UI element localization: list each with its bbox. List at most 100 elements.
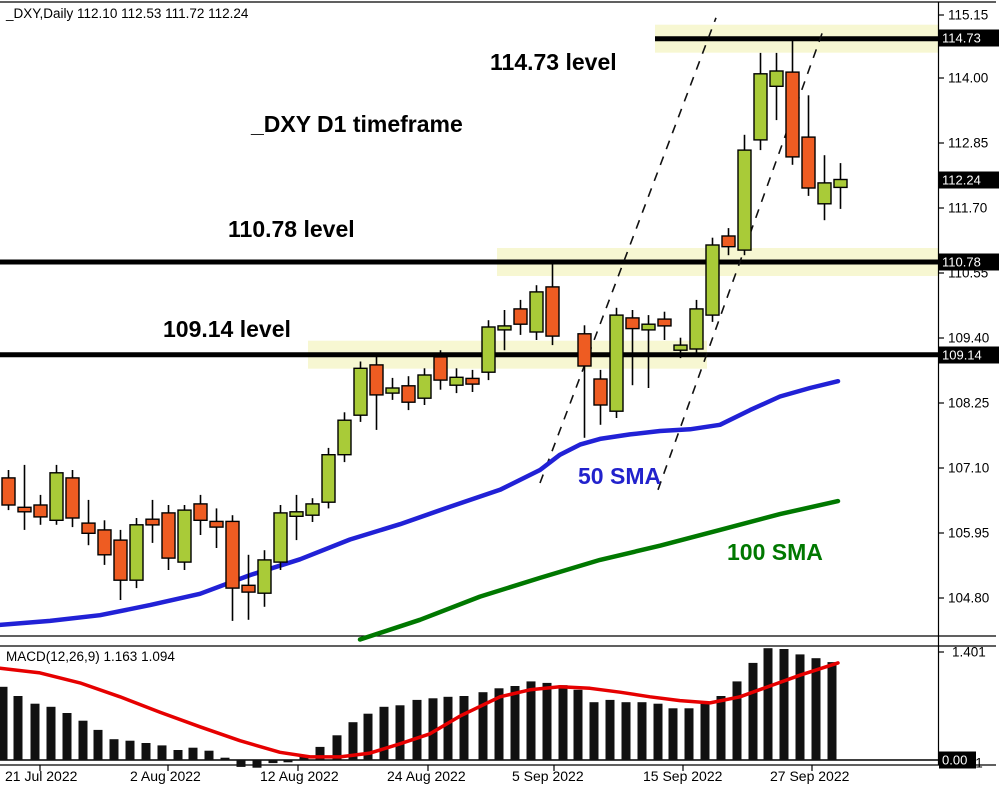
macd-histogram-bar: [811, 658, 821, 760]
macd-histogram-bar: [589, 702, 599, 760]
macd-histogram-bar: [0, 686, 8, 760]
date-axis-label: 12 Aug 2022: [260, 768, 339, 784]
candle: [177, 505, 192, 570]
macd-histogram-bar: [62, 713, 72, 760]
macd-histogram-bar: [141, 743, 151, 760]
macd-histogram-bar: [542, 682, 552, 760]
price-level-box: 109.14: [939, 346, 999, 364]
macd-histogram-bar: [412, 699, 422, 760]
macd-histogram-bar: [13, 696, 23, 760]
candle: [593, 369, 608, 425]
price-level-box: 112.24: [939, 171, 999, 189]
macd-histogram-bar: [173, 750, 183, 760]
candle: [465, 369, 480, 392]
candle: [353, 361, 368, 422]
candle: [737, 134, 752, 256]
price-tick-label: 107.10: [948, 460, 990, 476]
macd-histogram-bar: [763, 648, 773, 760]
candle: [49, 464, 64, 525]
candle: [657, 311, 672, 340]
macd-histogram-bar: [78, 720, 88, 760]
candle: [529, 285, 544, 340]
macd-histogram-bar: [332, 735, 342, 760]
candle: [369, 355, 384, 430]
candle: [1, 470, 16, 511]
dashed-trendline: [539, 17, 717, 484]
macd-histogram-bar: [428, 698, 438, 760]
candle: [209, 508, 224, 548]
candle: [337, 412, 352, 463]
candle: [113, 529, 128, 600]
candle: [801, 95, 816, 196]
candle: [17, 464, 32, 530]
macd-histogram-bar: [252, 760, 262, 768]
macd-histogram-bar: [30, 703, 40, 760]
price-tick-label: 108.25: [948, 395, 990, 411]
candle: [753, 52, 768, 151]
annotation-109-level: 109.14 level: [163, 316, 291, 342]
price-tick-label: 105.95: [948, 525, 990, 541]
candle: [81, 499, 96, 546]
macd-histogram-bar: [348, 722, 358, 760]
date-axis-label: 2 Aug 2022: [130, 768, 201, 784]
price-tick-label: 114.00: [948, 70, 989, 86]
candle: [273, 505, 288, 570]
candle: [577, 325, 592, 438]
candle: [193, 494, 208, 535]
macd-histogram-bar: [510, 686, 520, 760]
macd-histogram-bar: [93, 729, 103, 760]
candle: [705, 237, 720, 322]
annotation-114-level: 114.73 level: [490, 49, 617, 75]
price-tick-label: 109.40: [948, 330, 990, 346]
macd-histogram-bar: [558, 685, 568, 760]
candle: [97, 520, 112, 565]
macd-histogram-bar: [779, 649, 789, 760]
candle: [641, 315, 656, 388]
annotation-timeframe: _DXY D1 timeframe: [251, 111, 463, 137]
macd-value-box: 0.00: [939, 751, 976, 769]
macd-histogram-bar: [157, 745, 167, 760]
candle: [433, 350, 448, 390]
candle: [625, 310, 640, 386]
panel-borders: [0, 1, 996, 766]
macd-histogram-bar: [668, 708, 678, 760]
price-tick-label: 112.85: [948, 135, 989, 151]
macd-histogram-bar: [827, 662, 837, 760]
macd-histogram-bar: [268, 760, 278, 764]
candle: [817, 155, 832, 221]
candle: [401, 376, 416, 411]
macd-histogram-bar: [283, 760, 293, 763]
sma50-line: [0, 378, 841, 628]
candle: [609, 307, 624, 418]
macd-histogram-bar: [494, 688, 504, 760]
macd-histogram-bar: [653, 703, 663, 760]
macd-histogram-bar: [621, 702, 631, 760]
sma100-line: [357, 498, 841, 642]
annotation-110-level: 110.78 level: [228, 216, 355, 242]
macd-indicator-label: MACD(12,26,9) 1.163 1.094: [6, 649, 175, 664]
candle: [65, 470, 80, 528]
macd-histogram-bar: [46, 706, 56, 760]
macd-histogram-bar: [700, 702, 710, 760]
macd-histogram-bar: [459, 696, 469, 760]
candle: [321, 447, 336, 509]
macd-histogram-bar: [315, 746, 325, 760]
price-level-box: 110.78: [939, 253, 999, 271]
date-axis-label: 15 Sep 2022: [643, 768, 723, 784]
candle: [513, 299, 528, 335]
candle: [689, 299, 704, 356]
macd-histogram-bar: [605, 699, 615, 760]
macd-histogram-bar: [220, 757, 230, 760]
macd-signal-line: [0, 661, 840, 759]
candle: [385, 377, 400, 400]
macd-histogram-bar: [573, 689, 583, 760]
macd-histogram-bar: [109, 739, 119, 760]
candle: [833, 163, 848, 209]
candle: [129, 518, 144, 589]
price-tick-label: 111.70: [948, 200, 988, 216]
macd-histogram-bar: [379, 706, 389, 760]
candle: [225, 515, 240, 621]
annotation-sma50-label: 50 SMA: [578, 463, 662, 489]
